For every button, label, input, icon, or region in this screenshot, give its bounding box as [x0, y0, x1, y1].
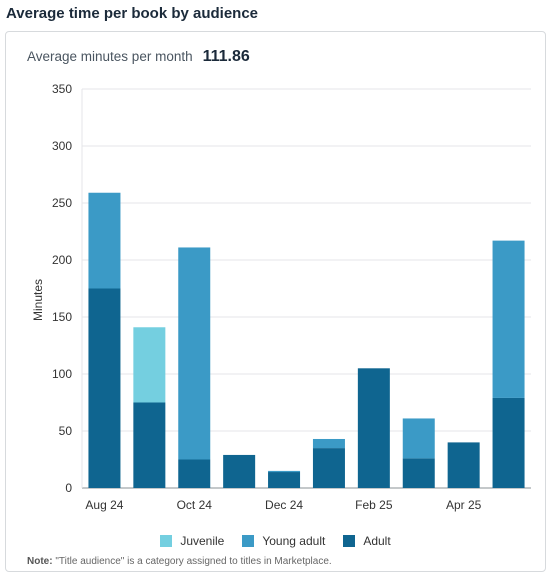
bar-young-adult[interactable]: [88, 192, 121, 289]
legend-item-juvenile[interactable]: Juvenile: [160, 534, 224, 548]
y-tick-label: 0: [65, 481, 72, 495]
chart-card: Average minutes per month 111.86 0 50 100 1…: [5, 31, 546, 572]
legend-item-young-adult[interactable]: Young adult: [242, 534, 325, 548]
x-tick-label: Dec 24: [265, 498, 303, 512]
y-tick-label: 150: [52, 310, 72, 324]
axis-ticks: 0 50 100 150 200 250 300 350 Aug 24 Oct 24 Dec 24 F…: [52, 82, 482, 512]
x-tick-label: Oct 24: [177, 498, 213, 512]
bar-young-adult[interactable]: [402, 418, 435, 459]
y-tick-label: 350: [52, 82, 72, 96]
legend-label-juvenile: Juvenile: [180, 534, 225, 548]
legend-swatch-young-adult: [242, 535, 255, 547]
legend-item-adult[interactable]: Adult: [343, 534, 391, 548]
footnote: Note: "Title audience" is a category ass…: [27, 556, 332, 567]
y-tick-label: 100: [52, 367, 72, 381]
bar-adult[interactable]: [133, 402, 166, 489]
bar-adult[interactable]: [492, 397, 525, 488]
y-tick-label: 200: [52, 253, 72, 267]
bar-adult[interactable]: [223, 454, 256, 488]
bar-adult[interactable]: [268, 472, 301, 488]
stacked-bar-chart: 0 50 100 150 200 250 300 350 Aug 24 Oct 24 Dec 24 F…: [31, 82, 531, 512]
bar-adult[interactable]: [357, 368, 390, 488]
bar-young-adult[interactable]: [178, 247, 211, 460]
metric-value: 111.86: [202, 48, 250, 65]
bar-adult[interactable]: [88, 288, 121, 489]
y-tick-label: 50: [59, 424, 73, 438]
bars: [88, 192, 525, 489]
bar-adult[interactable]: [312, 448, 345, 488]
y-axis-label: Minutes: [31, 279, 45, 321]
bar-young-adult[interactable]: [268, 470, 301, 473]
page-title: Average time per book by audience: [6, 5, 259, 22]
bar-adult[interactable]: [402, 458, 435, 488]
legend-swatch-juvenile: [160, 535, 173, 547]
bar-adult[interactable]: [178, 459, 211, 489]
metric-label: Average minutes per month: [27, 49, 193, 64]
note-prefix: Note:: [27, 556, 53, 567]
bar-juvenile[interactable]: [133, 327, 166, 403]
legend-label-adult: Adult: [363, 534, 391, 548]
note-text: "Title audience" is a category assigned …: [55, 556, 332, 567]
y-tick-label: 300: [52, 139, 72, 153]
x-tick-label: Aug 24: [85, 498, 123, 512]
bar-young-adult[interactable]: [312, 438, 345, 449]
y-tick-label: 250: [52, 196, 72, 210]
legend-swatch-adult: [343, 535, 356, 547]
bar-young-adult[interactable]: [492, 240, 525, 398]
legend-label-young-adult: Young adult: [262, 534, 326, 548]
chart-legend: Juvenile Young adult Adult: [6, 534, 545, 548]
bar-adult[interactable]: [447, 442, 480, 488]
x-tick-label: Apr 25: [446, 498, 482, 512]
summary-metric: Average minutes per month 111.86: [27, 48, 250, 66]
x-tick-label: Feb 25: [355, 498, 393, 512]
